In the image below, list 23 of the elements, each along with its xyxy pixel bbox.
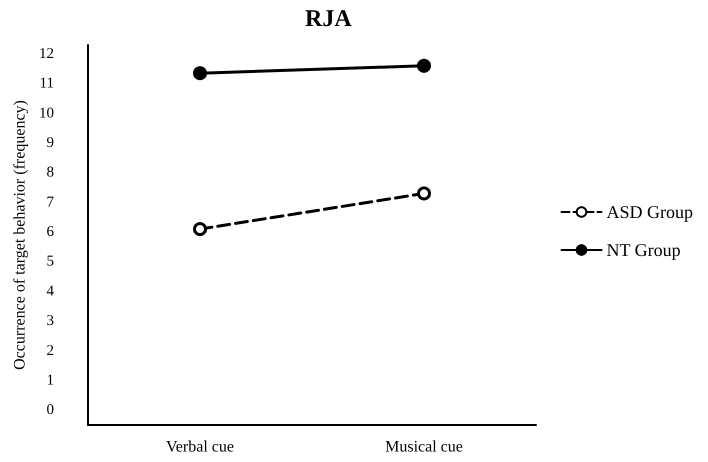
y-tick-label: 3 [46, 313, 54, 330]
y-tick-label: 2 [46, 342, 54, 359]
point [417, 186, 431, 200]
x-tick-label: Musical cue [385, 438, 463, 456]
y-tick-label: 12 [39, 46, 54, 62]
y-tick-label: 9 [46, 134, 54, 151]
y-tick-label: 10 [39, 105, 54, 122]
y-tick-label: 6 [46, 224, 54, 240]
legend-label: ASD Group [606, 202, 694, 222]
y-tick-label: 11 [40, 76, 54, 92]
point [417, 58, 431, 73]
y-tick-label: 1 [46, 372, 54, 388]
y-tick-label: 7 [46, 194, 54, 210]
x-tick-label: Verbal cue [166, 438, 234, 456]
y-tick-label: 5 [46, 254, 54, 270]
y-tick-label: 8 [46, 164, 54, 181]
y-tick-label: 4 [46, 283, 54, 300]
chart-title: RJA [305, 6, 352, 32]
point [193, 222, 207, 236]
y-tick-label: 0 [46, 402, 54, 418]
point [193, 66, 207, 80]
y-axis-title: Occurrence of target behavior (frequency) [12, 100, 29, 370]
legend-label: NT Group [606, 240, 681, 260]
